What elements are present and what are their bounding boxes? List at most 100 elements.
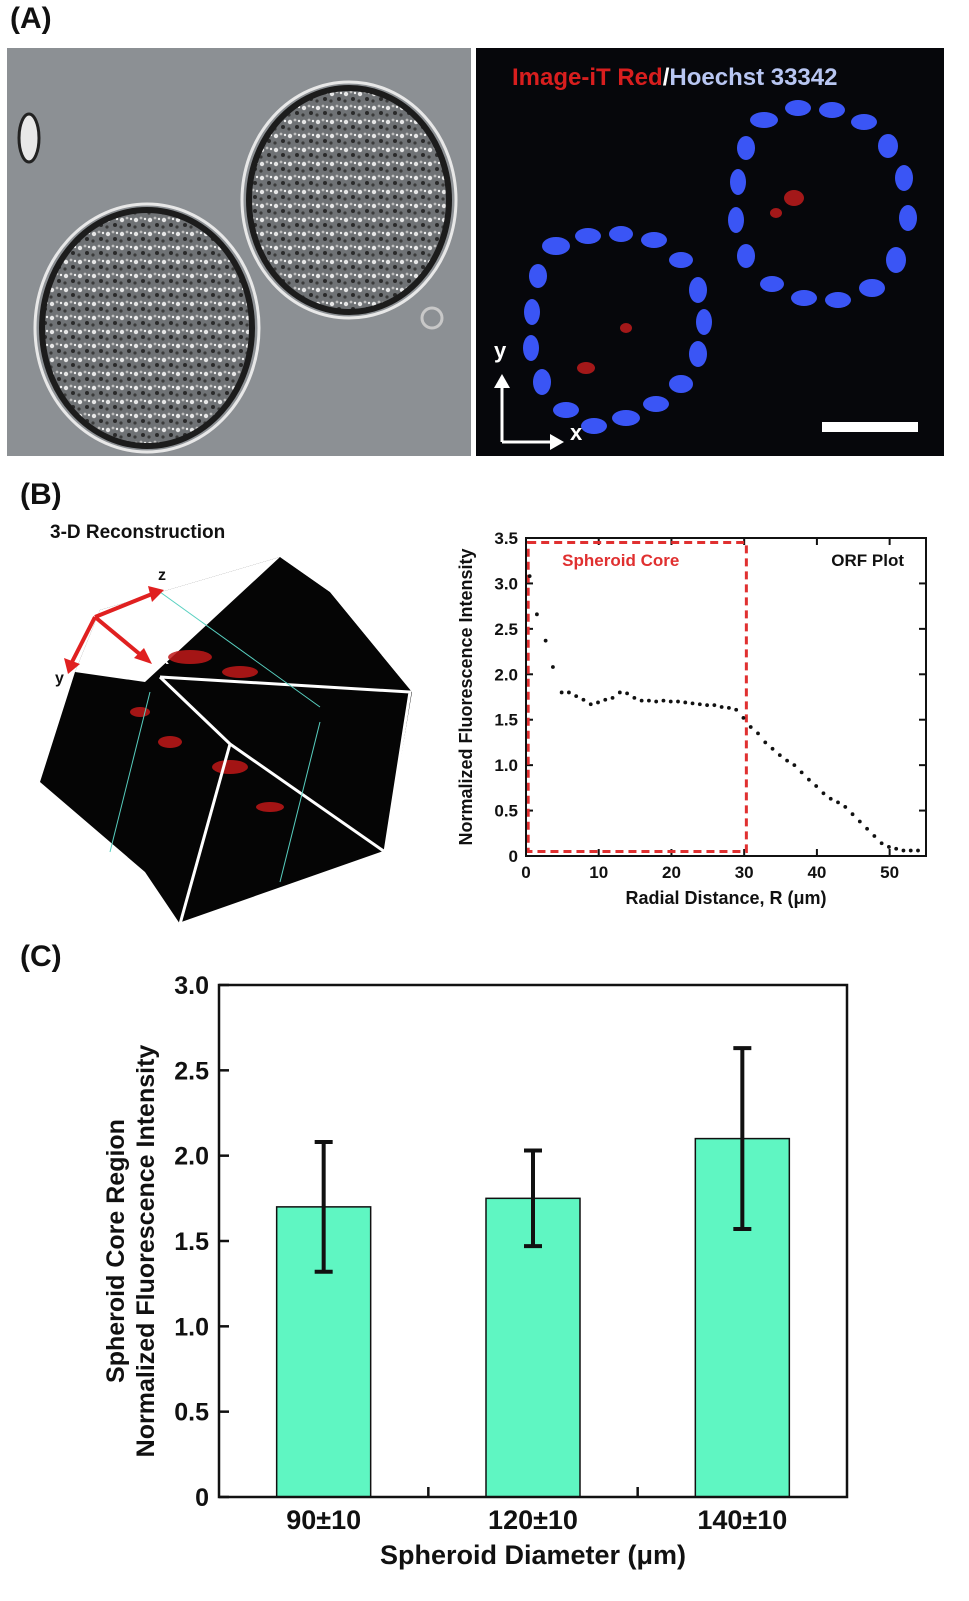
orf-x-tick-label: 0 <box>521 863 530 882</box>
nuclei-ring-right <box>728 100 917 308</box>
orf-data-point <box>894 846 899 851</box>
fluorescence-title-separator: / <box>662 64 670 91</box>
orf-data-point <box>639 698 644 703</box>
orf-y-tick-label: 1.0 <box>494 756 518 775</box>
orf-y-axis-label: Normalized Fluorescence Intensity <box>456 548 476 845</box>
bar-y-tick-label: 0.5 <box>174 1399 209 1427</box>
orf-data-point <box>719 705 724 709</box>
bar-category-label: 90±10 <box>286 1505 361 1535</box>
orf-data-point <box>799 770 804 775</box>
reconstruction-title: 3-D Reconstruction <box>50 522 226 543</box>
orf-data-point <box>690 701 695 706</box>
orf-x-tick-label: 10 <box>589 863 608 882</box>
orf-data-point <box>865 826 869 831</box>
orf-y-tick-label: 3.0 <box>494 574 518 593</box>
orf-data-point <box>535 612 539 617</box>
orf-data-point <box>712 703 717 708</box>
axes-indicator <box>494 374 564 450</box>
panel-label-c: (C) <box>20 940 62 973</box>
orf-data-point <box>821 791 826 796</box>
orf-data-point <box>668 699 673 704</box>
orf-data-point <box>916 848 920 853</box>
orf-data-point <box>647 698 651 703</box>
reconstruction-axes <box>64 586 164 674</box>
orf-data-point <box>543 638 548 643</box>
recon-axis-z: z <box>158 567 166 584</box>
spheroid-core-box <box>526 541 748 853</box>
orf-data-points <box>527 574 920 853</box>
orf-data-point <box>567 690 571 695</box>
orf-plot: 0 0.5 1.0 1.5 2.0 2.5 3.0 3.5 0 10 20 30 40 50 Sphero… <box>456 529 927 908</box>
orf-data-point <box>683 700 688 705</box>
orf-data-point <box>792 763 797 768</box>
orf-y-tick-label: 0.5 <box>494 802 518 821</box>
orf-data-point <box>770 746 775 751</box>
orf-data-point <box>879 841 884 846</box>
orf-data-point <box>814 784 819 788</box>
bar-chart: 0 0.5 1.0 1.5 2.0 2.5 3.0 90±10 120±10 140±10 Sph… <box>102 972 849 1570</box>
orf-data-point <box>828 796 833 801</box>
bar-y-tick-label: 2.0 <box>174 1143 209 1171</box>
orf-data-point <box>756 731 760 736</box>
orf-data-point <box>617 690 622 695</box>
orf-data-point <box>596 700 600 705</box>
bar-y-tick-label: 3.0 <box>174 972 209 1000</box>
fluorescence-title-blue: Hoechst 33342 <box>669 64 838 91</box>
orf-x-tick-label: 20 <box>662 863 681 882</box>
panel-label-a: (A) <box>10 2 52 35</box>
orf-x-tick-label: 50 <box>880 863 899 882</box>
orf-y-tick-label: 2.0 <box>494 665 518 684</box>
orf-data-point <box>603 697 608 702</box>
bar-y-tick-label: 2.5 <box>174 1057 209 1085</box>
orf-y-tick-label: 3.5 <box>494 529 518 548</box>
orf-data-point <box>807 777 811 782</box>
spheroid-left <box>39 207 255 449</box>
orf-data-point <box>887 845 891 849</box>
spheroid-core-label: Spheroid Core <box>562 551 679 570</box>
bar-y-tick-label: 1.5 <box>174 1228 209 1256</box>
orf-data-point <box>527 574 532 579</box>
bar-series <box>275 1046 791 1498</box>
fluorescence-title-red: Image-iT Red <box>512 64 663 91</box>
orf-y-tick-label: 2.5 <box>494 620 518 639</box>
recon-axis-x: x <box>160 651 169 668</box>
orf-data-point <box>632 696 637 700</box>
bar-category-label: 120±10 <box>488 1505 578 1535</box>
orf-x-tick-label: 40 <box>807 863 826 882</box>
orf-data-point <box>727 706 731 710</box>
orf-data-point <box>785 758 789 763</box>
bar-axis-ticks: 0 0.5 1.0 1.5 2.0 2.5 3.0 90±10 120±10 140±10 <box>174 972 787 1535</box>
orf-data-point <box>872 834 877 838</box>
bar-y-axis-label-line2: Normalized Fluorescence Intensity <box>132 1045 160 1458</box>
orf-y-tick-label: 0 <box>509 847 518 866</box>
brightfield-micrograph <box>7 48 471 456</box>
bar-plot-frame <box>217 983 849 1499</box>
brightfield-image <box>17 80 458 454</box>
orf-data-point <box>581 697 586 702</box>
orf-x-axis-label: Radial Distance, R (μm) <box>625 888 826 908</box>
orf-axis-ticks: 0 0.5 1.0 1.5 2.0 2.5 3.0 3.5 0 10 20 30 40 50 <box>494 529 926 882</box>
bar-category-label: 140±10 <box>697 1505 787 1535</box>
orf-data-point <box>610 696 615 700</box>
orf-x-tick-label: 30 <box>735 863 754 882</box>
orf-data-point <box>763 740 768 745</box>
orf-data-point <box>857 819 862 824</box>
orf-data-point <box>559 690 564 695</box>
orf-data-point <box>625 691 629 696</box>
red-stain <box>577 190 804 374</box>
axis-x-label: x <box>570 420 583 445</box>
bar-y-axis-label-line1: Spheroid Core Region <box>102 1119 130 1383</box>
orf-data-point <box>705 703 709 708</box>
scale-bar <box>822 422 918 432</box>
fluorescence-micrograph: Image-iT Red/Hoechst 33342 y x <box>476 48 944 456</box>
orf-plot-frame <box>525 537 927 857</box>
orf-data-point <box>901 848 906 853</box>
bar-x-axis-label: Spheroid Diameter (μm) <box>380 1540 686 1570</box>
recon-axis-y: y <box>55 670 64 687</box>
orf-data-point <box>661 698 666 703</box>
orf-data-point <box>741 715 746 720</box>
orf-y-tick-label: 1.5 <box>494 711 518 730</box>
orf-data-point <box>843 805 848 809</box>
orf-data-point <box>748 725 753 729</box>
orf-data-point <box>697 702 702 707</box>
